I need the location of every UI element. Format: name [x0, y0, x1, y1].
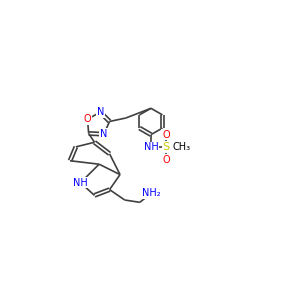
Text: NH: NH [73, 178, 88, 188]
Text: O: O [162, 155, 170, 165]
Text: CH₃: CH₃ [172, 142, 190, 152]
Text: N: N [100, 129, 107, 139]
Text: S: S [163, 142, 170, 152]
Text: NH: NH [144, 142, 158, 152]
Text: N: N [97, 107, 104, 117]
Text: NH₂: NH₂ [142, 188, 161, 198]
Text: O: O [162, 130, 170, 140]
Text: O: O [84, 114, 91, 124]
